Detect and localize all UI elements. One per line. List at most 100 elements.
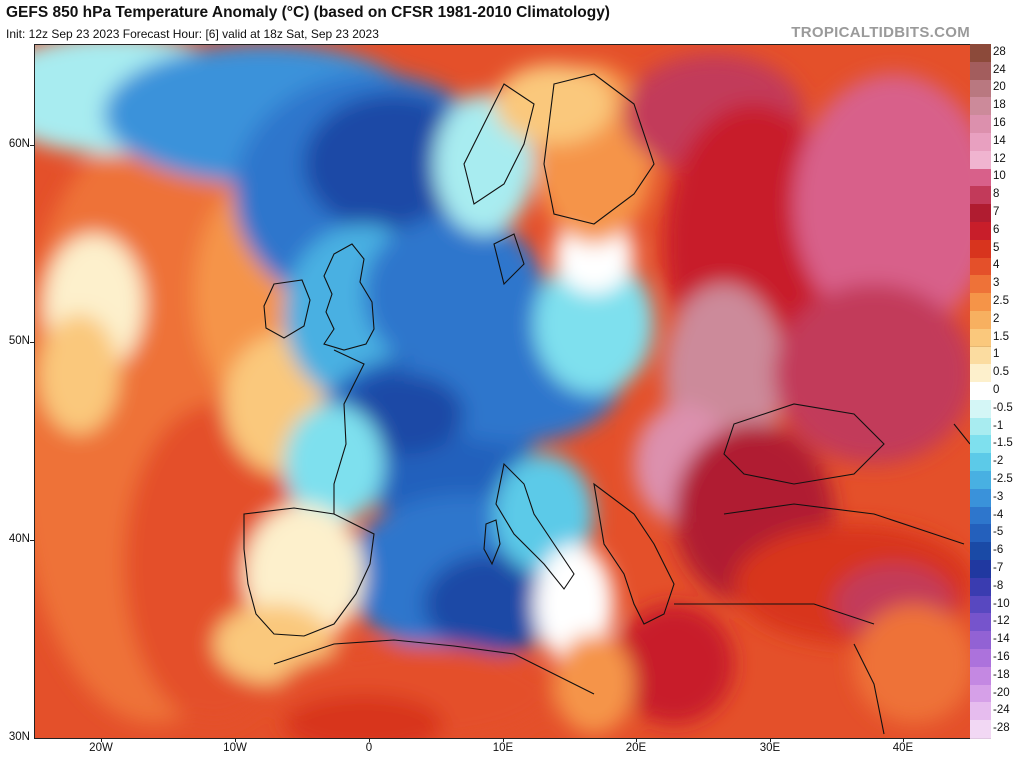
colorbar-label: -16 bbox=[993, 650, 1010, 663]
colorbar-swatch bbox=[970, 239, 991, 259]
colorbar-label: 0 bbox=[993, 384, 1000, 396]
lat-label-50n: 50N bbox=[8, 335, 30, 347]
colorbar-label: -4 bbox=[993, 508, 1004, 521]
colorbar-label: -3 bbox=[993, 490, 1004, 503]
colorbar-swatch bbox=[970, 666, 991, 686]
colorbar-label: -12 bbox=[993, 615, 1010, 628]
colorbar-label: -10 bbox=[993, 597, 1010, 610]
colorbar-swatch bbox=[970, 524, 991, 544]
colorbar-swatch bbox=[970, 542, 991, 562]
lon-tick bbox=[770, 738, 771, 742]
colorbar-label: 1 bbox=[993, 348, 1000, 361]
colorbar-swatch bbox=[970, 186, 991, 206]
colorbar-swatch bbox=[970, 488, 991, 508]
lat-tick bbox=[30, 342, 34, 343]
colorbar-swatch bbox=[970, 132, 991, 152]
colorbar-swatch bbox=[970, 453, 991, 473]
lon-label-20e: 20E bbox=[625, 742, 647, 754]
colorbar-label: 28 bbox=[993, 45, 1006, 58]
colorbar-swatch bbox=[970, 44, 991, 63]
colorbar-label: -7 bbox=[993, 561, 1004, 574]
colorbar-label: 20 bbox=[993, 81, 1006, 94]
colorbar-label: -24 bbox=[993, 704, 1010, 717]
lat-label-30n: 30N bbox=[8, 731, 30, 743]
colorbar-swatch bbox=[970, 168, 991, 188]
lat-label-40n: 40N bbox=[8, 533, 30, 545]
colorbar-label: 14 bbox=[993, 134, 1006, 147]
colorbar-label: 2.5 bbox=[993, 295, 1009, 308]
lon-tick bbox=[235, 738, 236, 742]
colorbar-swatch bbox=[970, 577, 991, 597]
colorbar-swatch bbox=[970, 204, 991, 223]
brand-watermark[interactable]: TROPICALTIDBITS.COM bbox=[791, 24, 970, 41]
map-subtitle: Init: 12z Sep 23 2023 Forecast Hour: [6]… bbox=[6, 27, 379, 41]
colorbar-swatch bbox=[970, 435, 991, 455]
colorbar-label: 16 bbox=[993, 117, 1006, 130]
colorbar-label: -1.5 bbox=[993, 437, 1013, 450]
lon-tick bbox=[636, 738, 637, 742]
colorbar-label: 6 bbox=[993, 223, 1000, 236]
lon-tick bbox=[503, 738, 504, 742]
lon-label-10e: 10E bbox=[492, 742, 514, 754]
colorbar-swatch bbox=[970, 506, 991, 526]
colorbar-swatch bbox=[970, 382, 991, 401]
colorbar-label: 10 bbox=[993, 170, 1006, 183]
colorbar-swatch bbox=[970, 257, 991, 277]
colorbar-swatch bbox=[970, 684, 991, 704]
colorbar-swatch bbox=[970, 221, 991, 241]
colorbar-swatch bbox=[970, 649, 991, 668]
colorbar-label: -20 bbox=[993, 686, 1010, 699]
colorbar-swatch bbox=[970, 471, 991, 490]
colorbar-label: 18 bbox=[993, 99, 1006, 112]
colorbar-label: -18 bbox=[993, 668, 1010, 681]
colorbar-label: 1.5 bbox=[993, 330, 1009, 343]
colorbar-swatch bbox=[970, 595, 991, 615]
colorbar-label: -0.5 bbox=[993, 401, 1013, 414]
colorbar-swatch bbox=[970, 364, 991, 384]
colorbar-label: 24 bbox=[993, 63, 1006, 76]
colorbar-swatch bbox=[970, 150, 991, 170]
colorbar-label: 0.5 bbox=[993, 366, 1009, 379]
colorbar-label: 12 bbox=[993, 152, 1006, 165]
lon-label-0: 0 bbox=[365, 742, 373, 754]
lat-tick bbox=[30, 540, 34, 541]
colorbar-legend: 28 24 20 18 16 14 12 10 8 7 6 5 4 3 2.5 2 1.5 1 0.5 0 -0.5 -1… bbox=[970, 44, 1024, 739]
colorbar-swatch bbox=[970, 61, 991, 81]
coastlines bbox=[243, 73, 970, 735]
colorbar-label: 8 bbox=[993, 188, 1000, 201]
colorbar-swatch bbox=[970, 346, 991, 366]
lon-label-20w: 20W bbox=[89, 742, 113, 754]
lon-label-40e: 40E bbox=[892, 742, 914, 754]
lat-label-60n: 60N bbox=[8, 138, 30, 150]
colorbar-label: -14 bbox=[993, 633, 1010, 646]
colorbar-swatch bbox=[970, 631, 991, 650]
colorbar-label: 3 bbox=[993, 277, 1000, 290]
colorbar-swatch bbox=[970, 399, 991, 419]
lon-tick bbox=[903, 738, 904, 742]
colorbar-swatch bbox=[970, 115, 991, 134]
colorbar-swatch bbox=[970, 417, 991, 437]
colorbar-label: 2 bbox=[993, 312, 1000, 325]
colorbar-label: -1 bbox=[993, 419, 1004, 432]
colorbar-label: -5 bbox=[993, 526, 1004, 539]
lon-tick bbox=[101, 738, 102, 742]
anomaly-map[interactable] bbox=[34, 44, 970, 738]
colorbar-label: 7 bbox=[993, 206, 1000, 219]
lon-tick bbox=[369, 738, 370, 742]
colorbar-label: -28 bbox=[993, 722, 1010, 735]
lat-tick bbox=[30, 145, 34, 146]
colorbar-label: -2.5 bbox=[993, 472, 1013, 485]
colorbar-swatch bbox=[970, 720, 991, 739]
colorbar-swatch bbox=[970, 275, 991, 295]
colorbar-label: 4 bbox=[993, 259, 1000, 272]
map-canvas bbox=[34, 44, 970, 738]
colorbar-label: -8 bbox=[993, 579, 1004, 592]
colorbar-swatch bbox=[970, 328, 991, 348]
map-title: GEFS 850 hPa Temperature Anomaly (°C) (b… bbox=[6, 4, 610, 21]
colorbar-swatch bbox=[970, 79, 991, 99]
colorbar-label: -6 bbox=[993, 544, 1004, 557]
lon-label-10w: 10W bbox=[223, 742, 247, 754]
colorbar-swatch bbox=[970, 560, 991, 579]
colorbar-label: 5 bbox=[993, 241, 1000, 254]
colorbar-swatch bbox=[970, 310, 991, 330]
